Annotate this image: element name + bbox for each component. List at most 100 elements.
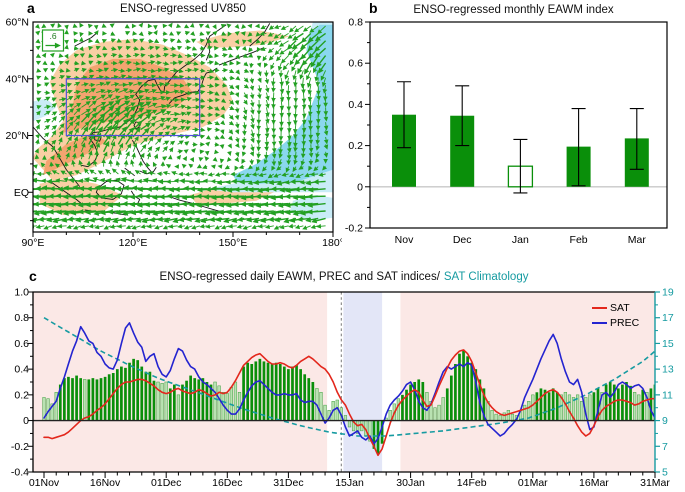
wind-arrow bbox=[184, 53, 193, 58]
wind-arrow bbox=[177, 140, 184, 145]
wind-arrow bbox=[123, 159, 129, 167]
wind-arrow bbox=[177, 45, 183, 51]
wind-arrow bbox=[220, 105, 226, 111]
wind-arrow bbox=[244, 68, 250, 73]
wind-arrow bbox=[178, 171, 186, 177]
wind-arrow bbox=[102, 30, 108, 36]
wind-arrow bbox=[138, 22, 144, 28]
wind-arrow bbox=[249, 159, 254, 166]
wind-arrow bbox=[96, 60, 103, 65]
eawm-bar bbox=[567, 394, 572, 421]
wind-arrow bbox=[50, 83, 57, 88]
eawm-bar bbox=[409, 384, 412, 421]
eawm-bar bbox=[120, 366, 123, 421]
wind-arrow bbox=[278, 70, 284, 78]
wind-arrow bbox=[110, 82, 120, 87]
wind-arrow bbox=[110, 95, 121, 101]
wind-arrow bbox=[138, 31, 144, 37]
wind-arrow bbox=[95, 117, 105, 130]
wind-arrow bbox=[147, 53, 155, 59]
wind-arrow bbox=[50, 60, 56, 66]
eawm-bar bbox=[71, 378, 74, 421]
wind-arrow bbox=[110, 141, 116, 152]
eawm-bar bbox=[181, 384, 184, 421]
wind-arrow bbox=[323, 107, 329, 116]
wind-arrow bbox=[56, 152, 62, 160]
wind-arrow bbox=[214, 68, 220, 73]
wind-arrow bbox=[36, 171, 45, 177]
wind-arrow bbox=[35, 45, 41, 51]
eawm-bar bbox=[209, 384, 213, 421]
x-tick-label: 01Dec bbox=[151, 477, 181, 489]
y-tick-label: 0.8 bbox=[348, 17, 363, 29]
wind-arrow bbox=[226, 23, 232, 29]
wind-arrow bbox=[234, 92, 240, 98]
wind-arrow bbox=[155, 103, 167, 109]
wind-arrow bbox=[66, 103, 75, 108]
wind-arrow bbox=[44, 96, 51, 101]
wind-arrow bbox=[234, 165, 239, 171]
wind-arrow bbox=[66, 108, 75, 116]
wind-arrow bbox=[66, 96, 74, 101]
wind-arrow bbox=[170, 53, 178, 58]
wind-arrow bbox=[212, 24, 217, 30]
wind-arrow bbox=[228, 223, 237, 229]
wind-arrow bbox=[162, 140, 170, 145]
wind-arrow bbox=[188, 163, 194, 169]
wind-arrow bbox=[214, 82, 220, 88]
wind-arrow bbox=[184, 38, 191, 44]
wind-arrow bbox=[110, 134, 117, 145]
x-tick-label: 15Jan bbox=[335, 477, 364, 489]
wind-arrow bbox=[35, 138, 40, 145]
wind-arrow bbox=[118, 95, 130, 101]
eawm-bar bbox=[555, 392, 559, 421]
wind-arrow bbox=[199, 38, 206, 43]
wind-arrow bbox=[73, 45, 79, 51]
wind-arrow bbox=[273, 40, 282, 45]
wind-arrow bbox=[234, 157, 240, 163]
wind-arrow bbox=[36, 68, 42, 73]
wind-arrow bbox=[89, 169, 97, 175]
wind-arrow bbox=[140, 109, 153, 116]
wind-arrow bbox=[133, 46, 139, 51]
wind-arrow bbox=[260, 40, 267, 46]
wind-arrow bbox=[270, 62, 275, 70]
wind-arrow bbox=[50, 155, 55, 161]
wind-arrow bbox=[228, 114, 234, 120]
wind-arrow bbox=[207, 105, 214, 110]
wind-arrow bbox=[234, 122, 240, 129]
eawm-bar bbox=[401, 394, 404, 421]
eawm-bar bbox=[458, 353, 461, 421]
wind-arrow bbox=[281, 172, 289, 177]
panel-a-map-canvas: 90°E 120°E 150°E 180° EQ 20°N 40°N 60°N .6 bbox=[6, 17, 342, 250]
wind-arrow bbox=[103, 101, 115, 109]
wind-arrow bbox=[125, 102, 136, 108]
eawm-bar bbox=[608, 382, 612, 421]
region-box bbox=[65, 78, 201, 137]
wind-arrow bbox=[294, 25, 304, 33]
wind-arrow bbox=[207, 60, 214, 65]
eawm-bar bbox=[396, 398, 400, 421]
wind-arrow bbox=[44, 124, 51, 130]
wind-arrow bbox=[88, 82, 96, 88]
wind-arrow bbox=[221, 76, 228, 81]
wind-arrow bbox=[193, 171, 200, 176]
wind-arrow bbox=[147, 74, 157, 80]
wind-arrow bbox=[73, 120, 80, 130]
eawm-bar bbox=[588, 394, 592, 421]
wind-arrow bbox=[54, 163, 61, 169]
wind-arrow bbox=[278, 151, 283, 159]
wind-arrow bbox=[318, 62, 327, 74]
y-tick-label: EQ bbox=[14, 187, 29, 199]
wind-arrow bbox=[243, 83, 250, 89]
eawm-bar bbox=[201, 378, 205, 421]
wind-arrow bbox=[207, 98, 214, 103]
eawm-bar bbox=[274, 362, 278, 421]
wind-arrow bbox=[132, 113, 144, 123]
eawm-bar bbox=[83, 379, 87, 421]
wind-arrow bbox=[34, 23, 40, 29]
wind-arrow bbox=[79, 36, 84, 42]
eawm-bar bbox=[616, 388, 620, 421]
wind-arrow bbox=[59, 82, 66, 88]
wind-arrow bbox=[214, 142, 220, 147]
